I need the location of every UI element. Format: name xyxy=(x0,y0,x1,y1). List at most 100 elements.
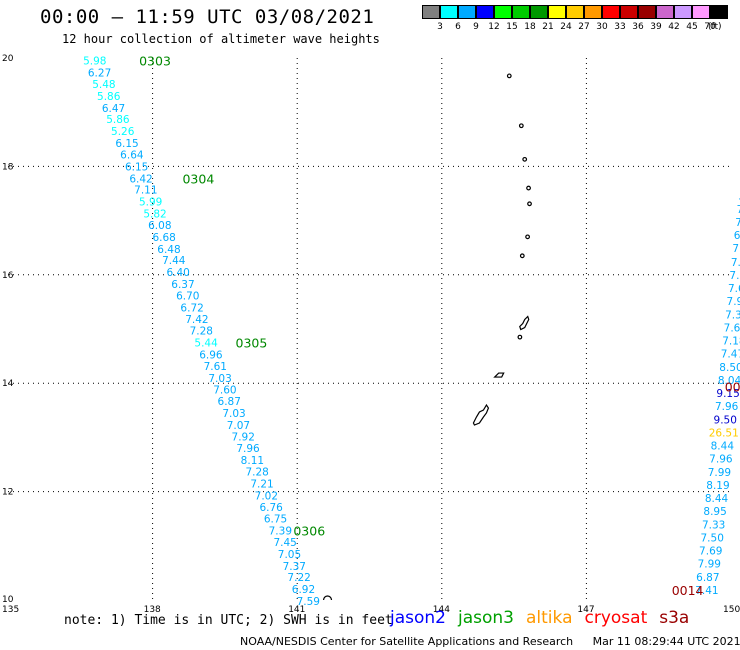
wave-height-value: 7.96 xyxy=(715,401,739,413)
color-swatch xyxy=(710,5,728,19)
footer-note: note: 1) Time is in UTC; 2) SWH is in fe… xyxy=(64,613,393,628)
island-outline xyxy=(526,185,531,191)
wave-height-value: 7.60 xyxy=(729,270,740,282)
wave-height-value: 7.25 xyxy=(732,243,740,255)
guam-island-outline xyxy=(472,403,490,426)
color-scale-label: 70 xyxy=(704,22,716,32)
wave-height-value: 6.70 xyxy=(176,290,199,302)
wave-height-value: 7.68 xyxy=(724,322,740,334)
wave-height-value: 5.44 xyxy=(194,338,218,350)
wave-height-value: 7.33 xyxy=(702,520,725,532)
color-swatch xyxy=(692,5,710,19)
wave-height-value: 7.99 xyxy=(708,467,731,479)
wave-height-value: 8.44 xyxy=(705,493,729,505)
wave-height-value: 6.53 xyxy=(734,230,740,242)
wave-height-value: 7.96 xyxy=(709,454,733,466)
wave-height-value: 8.44 xyxy=(711,441,735,453)
wave-height-value: 7.39 xyxy=(269,526,292,538)
wave-height-value: 6.27 xyxy=(88,68,111,80)
wave-height-value: 6.75 xyxy=(264,514,287,526)
wave-height-value: 8.11 xyxy=(241,455,264,467)
wave-height-value: 7.18 xyxy=(722,335,740,347)
wave-height-value: 9.15 xyxy=(716,388,739,400)
color-swatch xyxy=(674,5,692,19)
wave-height-value: 26.51 xyxy=(709,428,739,440)
credit-line: NOAA/NESDIS Center for Satellite Applica… xyxy=(240,635,740,648)
wave-height-value: 7.03 xyxy=(222,408,245,420)
lat-tick-label: 20 xyxy=(2,54,14,64)
wave-height-value: 6.92 xyxy=(292,584,315,596)
generation-timestamp: Mar 11 08:29:44 UTC 2021 xyxy=(592,635,740,648)
wave-height-value: 7.69 xyxy=(699,546,722,558)
pass-time-label: 0013 xyxy=(725,379,740,394)
color-swatch xyxy=(494,5,512,19)
wave-height-value: 7.42 xyxy=(185,314,208,326)
wave-height-value: 6.76 xyxy=(259,502,283,514)
wave-height-value: 6.87 xyxy=(218,396,241,408)
wave-height-value: 7.74 xyxy=(738,198,740,210)
color-scale-label: 6 xyxy=(455,22,461,32)
lon-tick-label: 138 xyxy=(144,605,161,615)
wave-height-value: 7.44 xyxy=(162,255,186,267)
color-scale-label: 30 xyxy=(596,22,608,32)
lat-tick-label: 10 xyxy=(2,595,14,605)
wave-height-value: 7.68 xyxy=(728,283,740,295)
page-title: 00:00 – 11:59 UTC 03/08/2021 xyxy=(40,6,375,28)
wave-height-value: 7.50 xyxy=(701,533,724,545)
color-scale-label: 42 xyxy=(668,22,680,32)
legend-item-cryosat: cryosat xyxy=(584,608,648,628)
altimeter-tracks: 5.986.275.485.866.475.865.266.156.646.15… xyxy=(83,54,740,608)
wave-height-value: 7.98 xyxy=(727,296,740,308)
lon-tick-label: 150 xyxy=(723,605,740,615)
island-outline xyxy=(522,156,528,162)
lat-tick-label: 18 xyxy=(2,162,14,172)
color-scale-label: 27 xyxy=(578,22,590,32)
color-scale-label: 3 xyxy=(437,22,443,32)
wave-height-value: 7.21 xyxy=(250,478,273,490)
lat-tick-label: 16 xyxy=(2,271,14,281)
legend-item-jason2: jason2 xyxy=(390,608,446,628)
wave-height-value: 7.61 xyxy=(204,361,227,373)
wave-height-value: 7.84 xyxy=(735,217,740,229)
wave-height-value: 8.04 xyxy=(718,375,740,387)
wave-height-value: 8.95 xyxy=(703,506,726,518)
wave-height-value: 5.86 xyxy=(97,91,121,103)
wave-height-value: 5.86 xyxy=(106,114,130,126)
color-swatch xyxy=(584,5,602,19)
wave-height-value: 6.47 xyxy=(102,103,125,115)
lon-tick-label: 141 xyxy=(288,605,305,615)
wave-height-value: 7.92 xyxy=(232,431,255,443)
wave-height-value: 7.05 xyxy=(278,549,301,561)
wave-height-value: 7.59 xyxy=(297,596,320,608)
wave-height-value: 6.15 xyxy=(115,138,138,150)
wave-height-value: 6.37 xyxy=(171,279,194,291)
color-scale-label: 9 xyxy=(473,22,479,32)
lon-tick-label: 147 xyxy=(577,605,594,615)
wave-height-value: 6.87 xyxy=(696,572,719,584)
wave-height-value: 6.96 xyxy=(199,349,223,361)
color-scale-label: 39 xyxy=(650,22,662,32)
color-scale-label: 21 xyxy=(542,22,554,32)
color-swatch xyxy=(458,5,476,19)
wave-height-value: 7.22 xyxy=(287,572,310,584)
pass-time-label: 0303 xyxy=(139,54,171,69)
color-scale-unit: (ft) xyxy=(708,22,722,32)
island-outline xyxy=(518,123,524,129)
wave-height-value: 7.03 xyxy=(208,373,231,385)
wave-height-value: 7.28 xyxy=(190,326,213,338)
wave-height-value: 7.38 xyxy=(731,257,740,269)
wave-height-value: 7.99 xyxy=(698,559,721,571)
island-outline xyxy=(506,73,512,79)
rota-island-outline xyxy=(493,372,505,378)
wave-height-value: 7.11 xyxy=(134,185,157,197)
wave-height-value: 7.37 xyxy=(725,309,740,321)
color-swatch xyxy=(638,5,656,19)
pass-time-label: 0305 xyxy=(236,336,268,351)
wave-height-value: 8.50 xyxy=(719,362,740,374)
color-scale-label: 33 xyxy=(614,22,626,32)
pass-time-label: 0014 xyxy=(672,583,704,598)
wave-height-value: 9.50 xyxy=(714,415,737,427)
color-swatch xyxy=(440,5,458,19)
wave-height-value: 6.72 xyxy=(180,302,203,314)
